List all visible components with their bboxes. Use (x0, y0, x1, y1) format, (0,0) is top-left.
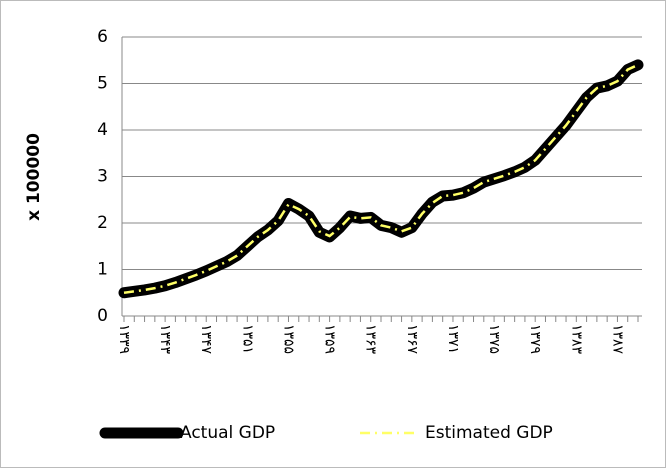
x-tick-label: ۱۳۶۳ (363, 324, 379, 355)
x-tick-label: ۱۳۷۵ (486, 324, 502, 354)
x-tick-label: ۱۳۳۹ (116, 324, 132, 354)
x-tick-label: ۱۳۸۳ (568, 324, 584, 355)
x-tick-label: ۱۳۴۷ (198, 324, 214, 355)
y-tick-label: 1 (97, 260, 108, 280)
x-tick-label: ۱۳۶۷ (404, 324, 420, 355)
y-tick-label: 4 (97, 120, 108, 140)
x-tick-label: ۱۳۵۱ (239, 324, 255, 354)
legend-label: Estimated GDP (425, 423, 553, 443)
x-tick-label: ۱۳۵۵ (280, 324, 296, 354)
x-tick-label: ۱۳۷۱ (445, 324, 461, 354)
x-tick-label: ۱۳۴۳ (157, 324, 173, 355)
legend-label: Actual GDP (180, 423, 275, 443)
y-axis-label: x 100000 (24, 133, 44, 221)
y-tick-label: 5 (97, 74, 108, 94)
x-tick-label: ۱۳۵۹ (322, 324, 338, 354)
x-tick-label: ۱۳۸۷ (609, 324, 625, 355)
y-tick-label: 3 (97, 167, 108, 187)
y-tick-label: 0 (97, 306, 108, 326)
y-tick-label: 6 (97, 27, 108, 47)
y-tick-label: 2 (97, 213, 108, 233)
series-line (123, 63, 639, 294)
x-tick-label: ۱۳۷۹ (527, 324, 543, 354)
